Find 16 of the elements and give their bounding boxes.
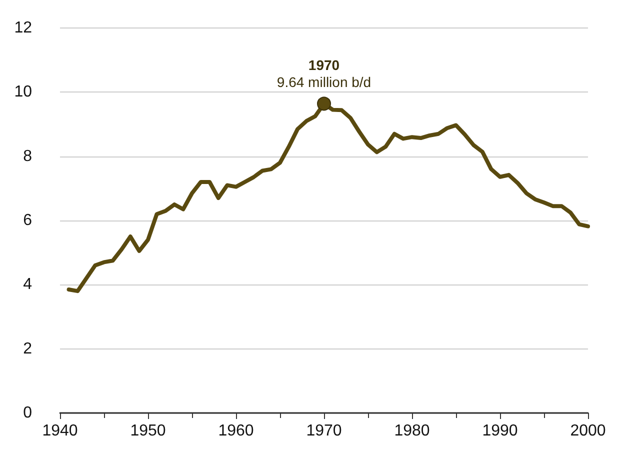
annotation: 1970 [308, 57, 340, 74]
x-tick-label: 1970 [306, 422, 342, 440]
y-tick-label: 6 [23, 212, 32, 229]
y-tick-label: 10 [14, 84, 32, 101]
y-tick-label: 0 [23, 404, 32, 422]
x-tick-label: 2000 [570, 422, 606, 440]
y-tick-label: 4 [23, 276, 32, 294]
x-tick-label: 1940 [42, 422, 78, 440]
x-tick-label: 1950 [130, 422, 166, 440]
x-tick-label: 1980 [394, 422, 430, 440]
y-tick-label: 12 [14, 20, 32, 36]
x-tick-label: 1990 [482, 422, 518, 440]
y-tick-label: 2 [23, 340, 32, 358]
x-tick-label: 1960 [218, 422, 254, 440]
y-tick-label: 8 [23, 148, 32, 165]
annotation: 9.64 million b/d [276, 74, 372, 90]
